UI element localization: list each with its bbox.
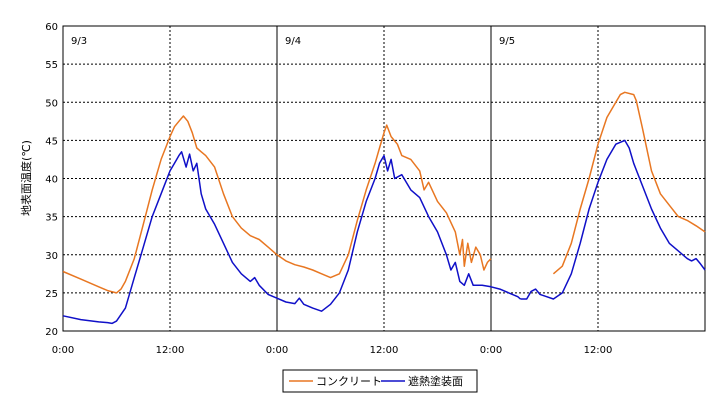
x-tick-label: 12:00 (370, 345, 399, 356)
y-tick-label: 40 (45, 175, 58, 186)
legend-label-heat-shield: 遮熱塗装面 (408, 374, 463, 388)
y-axis-label: 地表面温度(℃) (19, 140, 33, 216)
y-tick-label: 50 (45, 98, 58, 109)
axis-ticks: 20 25 30 35 40 45 50 55 60 0:00 12:00 0:00 12:00 0:00… (45, 22, 612, 356)
x-tick-label: 0:00 (52, 345, 74, 356)
x-tick-label: 12:00 (156, 345, 185, 356)
y-tick-label: 35 (45, 213, 58, 224)
day-label: 9/4 (285, 36, 301, 47)
series-line-concrete (62, 115, 492, 294)
y-tick-label: 20 (45, 327, 58, 338)
x-tick-label: 0:00 (266, 345, 288, 356)
legend: コンクリート 遮熱塗装面 (282, 369, 478, 393)
legend-label-concrete: コンクリート (316, 375, 382, 388)
y-tick-label: 60 (45, 22, 58, 33)
series-lines (62, 91, 706, 325)
x-tick-label: 0:00 (480, 345, 502, 356)
y-tick-label: 30 (45, 251, 58, 262)
series-line-concrete (552, 91, 706, 275)
y-tick-label: 25 (45, 289, 58, 300)
x-tick-label: 12:00 (584, 345, 613, 356)
grid-lines (63, 26, 705, 331)
day-label: 9/5 (499, 36, 515, 47)
day-label: 9/3 (71, 36, 87, 47)
series-line-heat-shield (520, 139, 706, 300)
legend-box (282, 369, 478, 393)
series-line-heat-shield (62, 151, 521, 325)
y-tick-label: 55 (45, 60, 58, 71)
y-tick-label: 45 (45, 136, 58, 147)
